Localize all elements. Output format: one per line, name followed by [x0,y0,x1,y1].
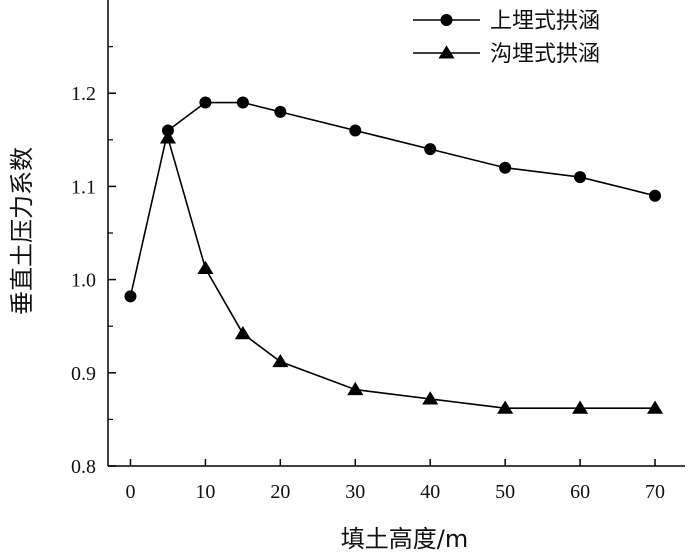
x-tick-label-7: 70 [645,481,665,503]
series-1-point-1 [197,260,214,274]
y-tick-label-2: 1.0 [71,270,96,292]
series-0 [124,96,662,303]
legend-marker-0 [440,14,453,26]
legend-label-1: 沟埋式拱涵 [490,42,600,67]
legend-marker-1 [438,45,455,59]
y-tick-label-1: 0.9 [71,363,96,385]
y-axis-title: 垂直土压力系数 [8,147,36,315]
series-1-point-6 [497,400,514,414]
series-1-point-8 [646,400,664,414]
series-0-point-6 [424,143,437,156]
series-1 [159,130,664,414]
series-1-point-4 [347,381,364,396]
series-1-point-2 [234,325,251,340]
x-tick-label-0: 0 [125,481,135,503]
series-0-point-9 [649,189,662,202]
x-tick-label-5: 50 [495,481,515,503]
series-0-point-2 [199,96,212,109]
x-tick-label-2: 20 [270,481,290,503]
series-0-point-3 [236,96,249,109]
legend-label-0: 上埋式拱涵 [490,9,600,34]
series-1-point-0 [159,130,177,144]
series-1-point-7 [572,400,589,414]
series-0-line [129,101,656,297]
series-0-point-0 [124,290,137,303]
series-0-point-7 [499,161,512,174]
legend-item-0: 上埋式拱涵 [413,9,600,34]
series-0-point-5 [349,124,362,137]
y-tick-label-4: 1.2 [71,83,96,105]
x-tick-label-4: 40 [420,481,440,503]
x-axis-title: 填土高度/m [341,525,468,553]
series-0-point-8 [574,171,587,184]
y-tick-label-0: 0.8 [71,456,96,478]
series-layer [124,96,664,414]
x-tick-label-3: 30 [345,481,365,503]
y-tick-label-3: 1.1 [71,176,96,198]
x-tick-label-1: 10 [195,481,215,503]
series-0-point-4 [274,105,287,118]
legend-item-1: 沟埋式拱涵 [413,42,600,67]
y-axis-ticks: 0.8 0.9 1.0 1.1 1.2 [71,45,116,478]
x-tick-label-6: 60 [570,481,590,503]
legend: 上埋式拱涵 沟埋式拱涵 [413,9,600,67]
series-1-point-5 [422,391,439,405]
series-1-point-3 [272,353,289,368]
x-axis-ticks: 0 10 20 30 40 50 60 70 [125,459,665,503]
